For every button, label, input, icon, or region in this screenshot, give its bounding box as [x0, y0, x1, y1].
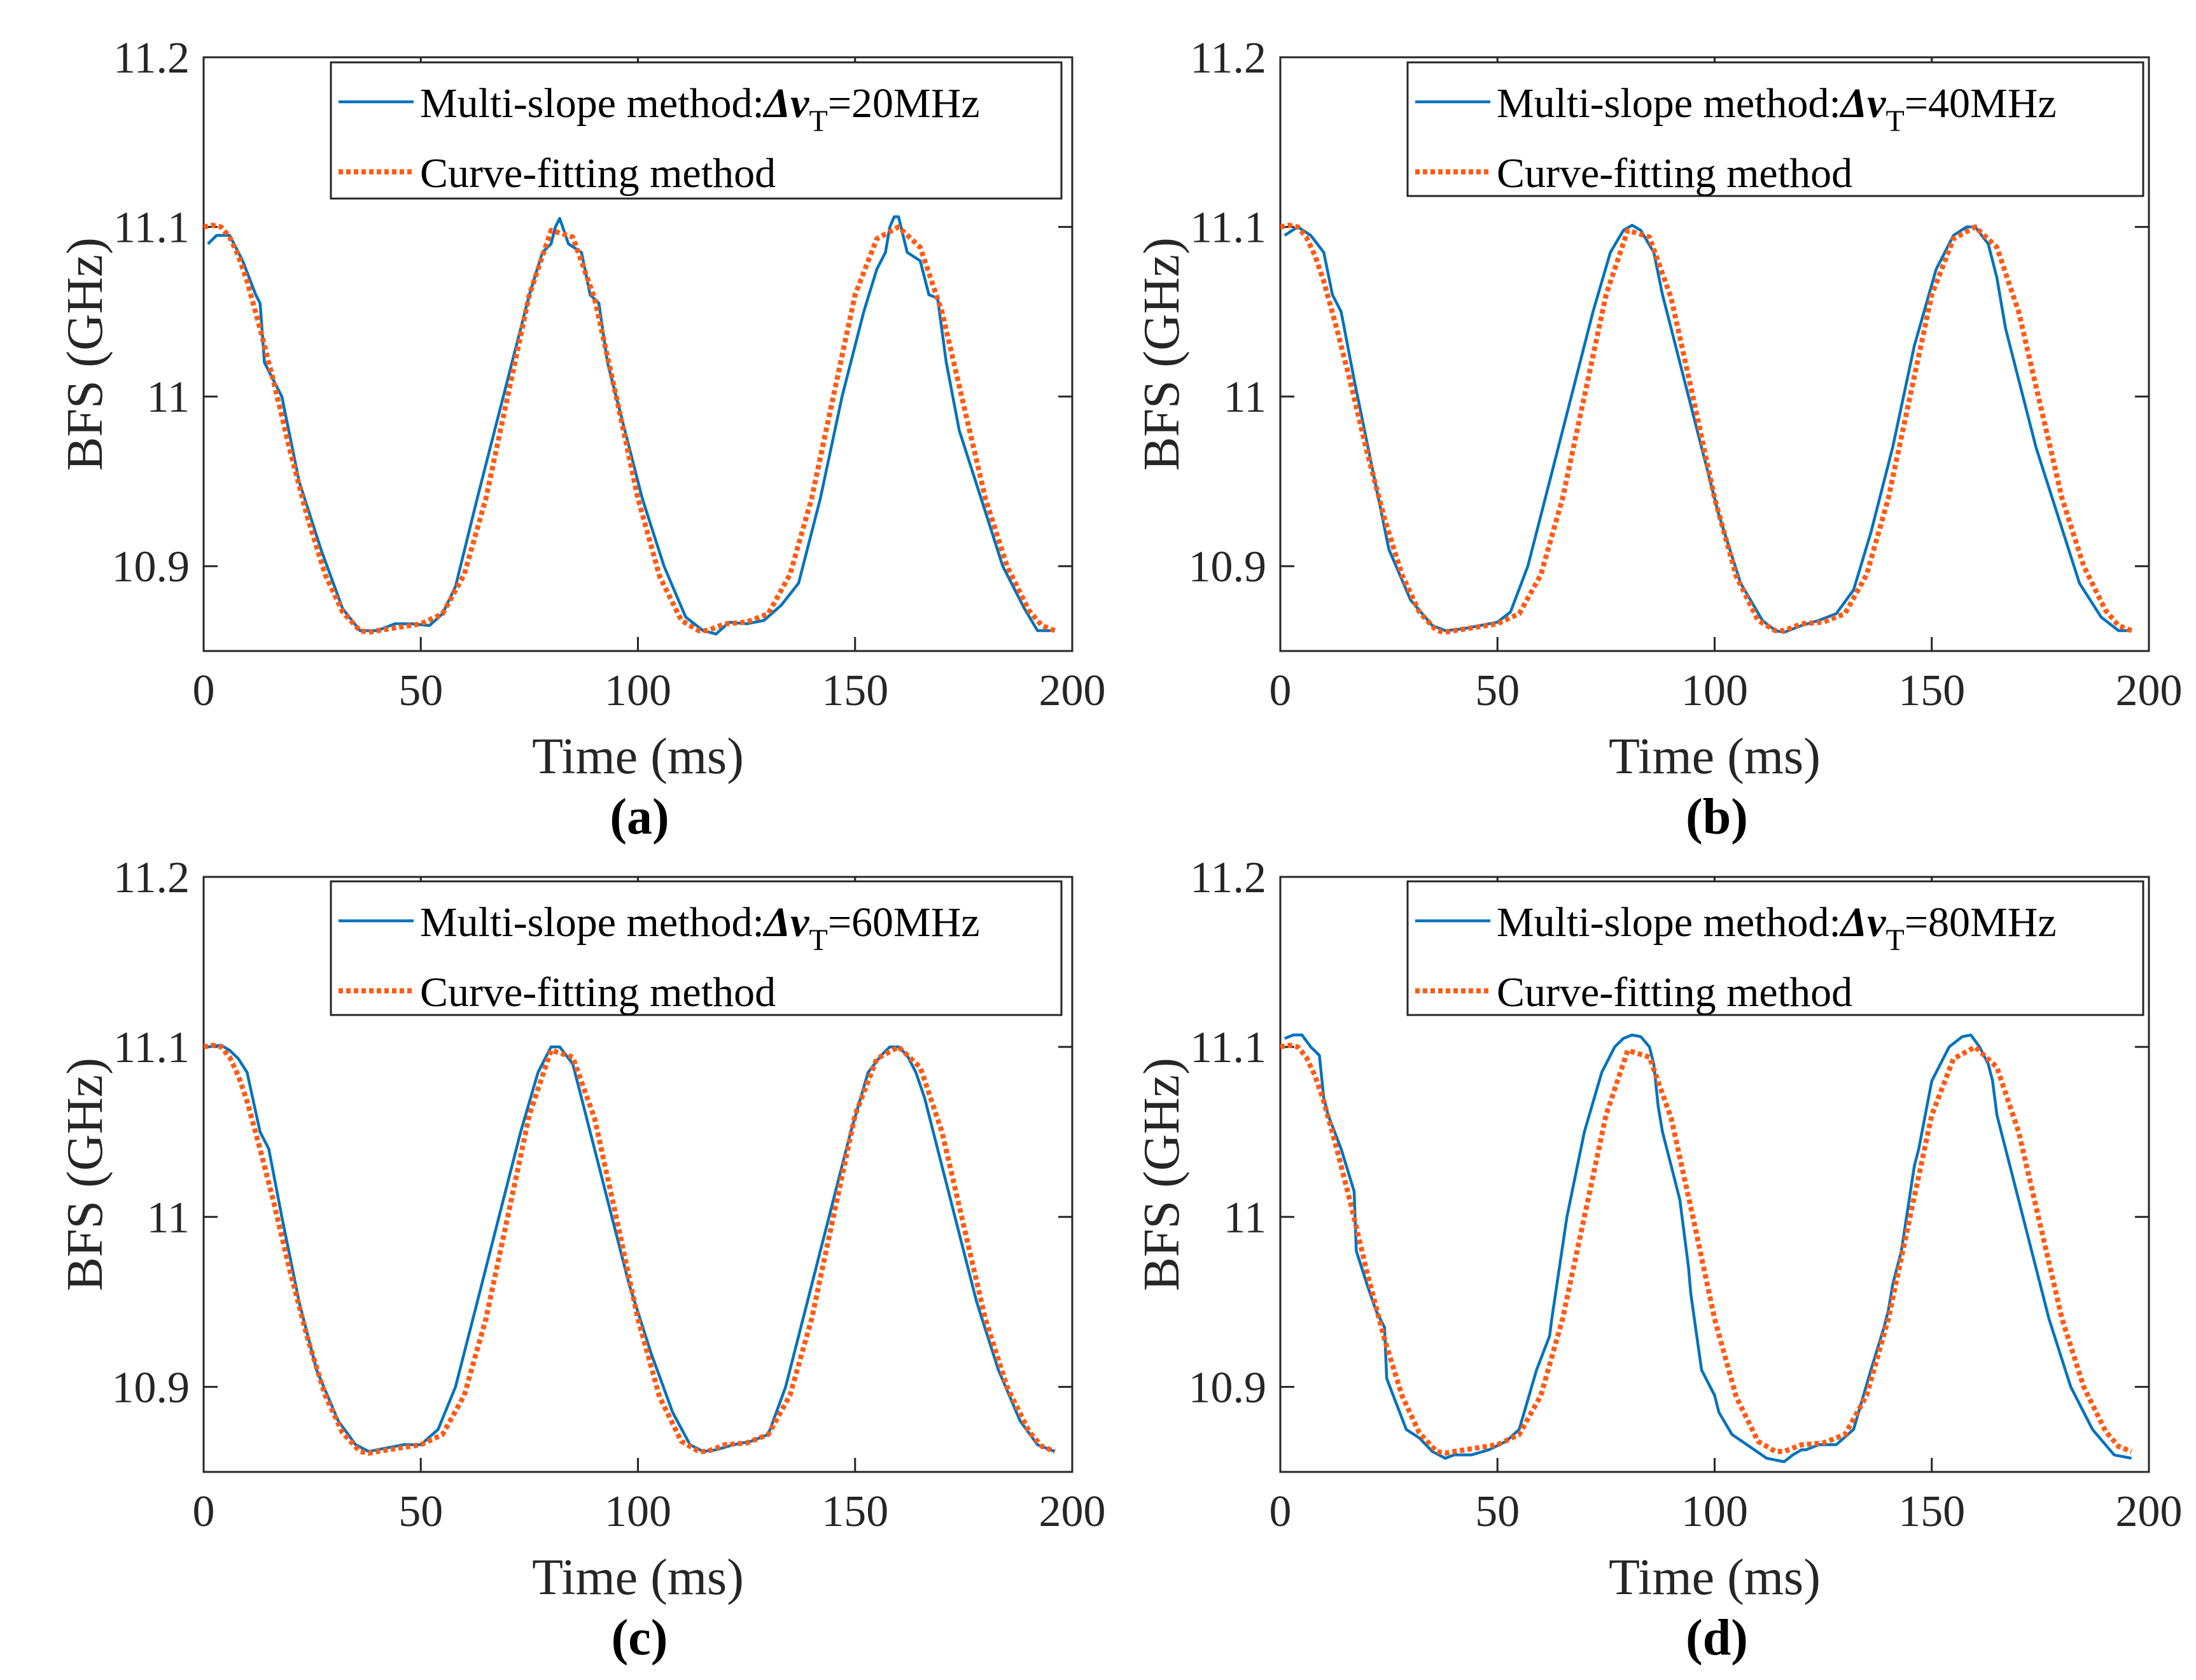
y-axis-label: BFS (GHz) — [57, 237, 113, 471]
y-tick-label: 11.2 — [113, 853, 190, 902]
y-tick-label: 11.1 — [113, 1023, 190, 1072]
x-tick-label: 50 — [398, 666, 443, 715]
y-axis-label: BFS (GHz) — [57, 1058, 113, 1291]
legend-greek: Δν — [1839, 80, 1886, 127]
legend-greek: Δν — [1839, 899, 1886, 946]
legend: Multi-slope method:ΔνT=20MHz Curve-fittin… — [330, 61, 1063, 200]
curve-fitting-series-line — [204, 1042, 1056, 1456]
y-tick-label: 11 — [1224, 373, 1266, 422]
x-tick-label: 200 — [2116, 666, 2183, 715]
legend-suffix: =80MHz — [1905, 899, 2057, 946]
x-axis-label: Time (ms) — [532, 1550, 744, 1606]
legend-label-multi-slope: Multi-slope method:ΔνT=80MHz — [1497, 899, 2057, 957]
x-tick-label: 0 — [1269, 666, 1292, 715]
x-axis-label: Time (ms) — [1609, 729, 1821, 785]
x-tick-label: 150 — [1898, 1487, 1965, 1536]
x-tick-label: 200 — [1039, 1487, 1106, 1536]
legend-subscript: T — [1885, 923, 1904, 957]
x-tick-label: 50 — [1475, 666, 1520, 715]
legend-box — [330, 61, 1063, 200]
legend-label-curve-fitting: Curve-fitting method — [420, 969, 776, 1016]
x-tick-label: 150 — [1898, 666, 1965, 715]
x-tick-label: 50 — [1475, 1487, 1520, 1536]
y-axis-label: BFS (GHz) — [1134, 237, 1190, 471]
y-tick-label: 11.2 — [1190, 853, 1266, 902]
y-tick-label: 11.1 — [113, 204, 190, 253]
y-tick-label: 10.9 — [1189, 543, 1267, 592]
x-tick-label: 200 — [1039, 666, 1106, 715]
legend: Multi-slope method:ΔνT=40MHz Curve-fittin… — [1406, 61, 2144, 197]
legend-label-curve-fitting: Curve-fitting method — [1497, 150, 1852, 197]
legend-prefix: Multi-slope method: — [420, 80, 764, 127]
x-tick-label: 50 — [398, 1487, 443, 1536]
y-tick-label: 11.2 — [113, 34, 190, 83]
panel-caption: (d) — [1686, 1610, 1748, 1666]
legend-box — [330, 880, 1063, 1016]
y-tick-label: 11.1 — [1190, 1023, 1266, 1072]
legend-suffix: =60MHz — [828, 899, 980, 946]
y-tick-label: 11.2 — [1190, 34, 1266, 83]
panel-caption: (a) — [610, 789, 669, 845]
x-tick-label: 150 — [822, 666, 888, 715]
legend-greek: Δν — [762, 80, 809, 127]
panel-b: 0 50 100 150 200 10.9 11 11.1 11.2 Time (ms) BFS (… — [1134, 34, 2183, 845]
panel-c: 0 50 100 150 200 10.9 11 11.1 11.2 Time (ms) BFS (… — [57, 853, 1106, 1666]
legend: Multi-slope method:ΔνT=60MHz Curve-fittin… — [330, 880, 1063, 1016]
x-tick-label: 200 — [2116, 1487, 2183, 1536]
x-tick-label: 100 — [605, 666, 671, 715]
y-axis-label: BFS (GHz) — [1134, 1058, 1190, 1291]
multi-slope-series-line — [1283, 1033, 2132, 1464]
y-tick-label: 10.9 — [1189, 1363, 1267, 1412]
y-tick-label: 11 — [1224, 1193, 1266, 1242]
x-axis-label: Time (ms) — [532, 729, 744, 785]
legend-subscript: T — [1885, 104, 1904, 138]
legend-subscript: T — [809, 104, 827, 138]
legend-greek: Δν — [762, 899, 809, 946]
panel-caption: (b) — [1686, 789, 1748, 845]
legend-suffix: =40MHz — [1905, 80, 2057, 127]
panel-caption: (c) — [612, 1610, 668, 1666]
y-tick-label: 10.9 — [112, 1363, 190, 1412]
x-tick-label: 150 — [822, 1487, 888, 1536]
panel-a: 0 50 100 150 200 10.9 11 11.1 11.2 Time (ms) BFS (… — [57, 34, 1106, 845]
x-tick-label: 100 — [1681, 666, 1748, 715]
legend-box — [1406, 880, 2144, 1016]
legend: Multi-slope method:ΔνT=80MHz Curve-fittin… — [1406, 880, 2144, 1016]
legend-suffix: =20MHz — [828, 80, 980, 127]
legend-label-curve-fitting: Curve-fitting method — [1497, 969, 1852, 1016]
legend-label-multi-slope: Multi-slope method:ΔνT=20MHz — [420, 80, 980, 138]
legend-label-curve-fitting: Curve-fitting method — [420, 150, 776, 197]
x-tick-label: 0 — [1269, 1487, 1292, 1536]
legend-subscript: T — [809, 923, 827, 957]
legend-box — [1406, 61, 2144, 197]
y-tick-label: 11.1 — [1190, 204, 1266, 253]
panel-d: 0 50 100 150 200 10.9 11 11.1 11.2 Time (ms) BFS (… — [1134, 853, 2183, 1666]
x-tick-label: 0 — [193, 1487, 215, 1536]
x-axis-label: Time (ms) — [1609, 1550, 1821, 1606]
x-tick-label: 100 — [605, 1487, 671, 1536]
legend-prefix: Multi-slope method: — [420, 899, 764, 946]
curve-fitting-series-line — [1280, 1042, 2133, 1456]
curve-fitting-series-line — [204, 222, 1056, 635]
x-tick-label: 100 — [1681, 1487, 1748, 1536]
y-tick-label: 11 — [147, 373, 190, 422]
x-tick-label: 0 — [193, 666, 215, 715]
multi-slope-series-line — [1283, 223, 2132, 634]
legend-label-multi-slope: Multi-slope method:ΔνT=40MHz — [1497, 80, 2057, 138]
legend-prefix: Multi-slope method: — [1497, 80, 1841, 127]
legend-prefix: Multi-slope method: — [1497, 899, 1841, 946]
legend-label-multi-slope: Multi-slope method:ΔνT=60MHz — [420, 899, 980, 957]
y-tick-label: 10.9 — [112, 543, 190, 592]
y-tick-label: 11 — [147, 1193, 190, 1242]
curve-fitting-series-line — [1280, 222, 2133, 635]
